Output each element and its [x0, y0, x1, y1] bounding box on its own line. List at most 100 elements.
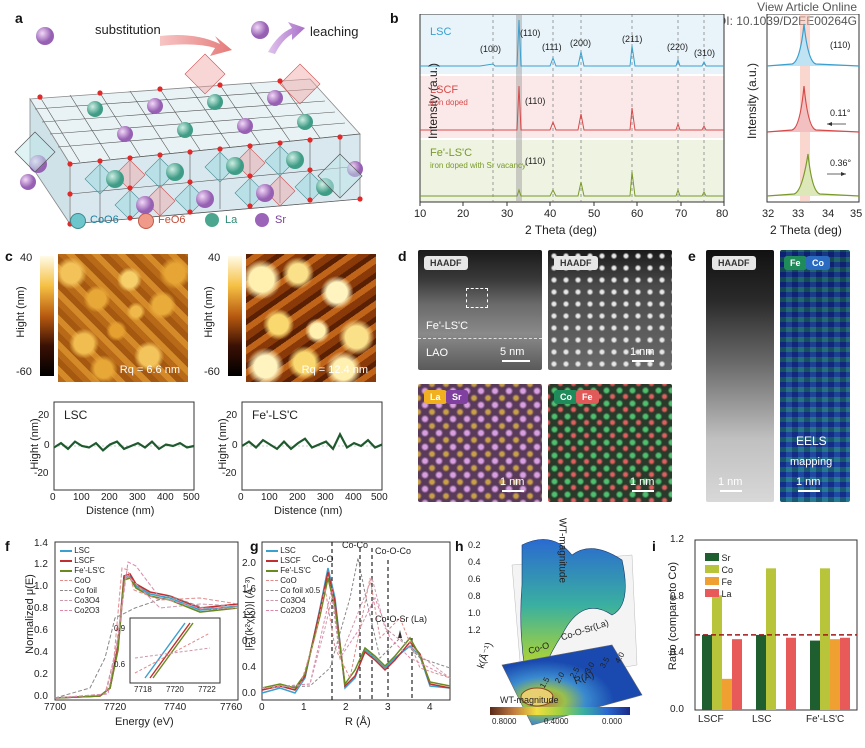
xtick: 7720 [104, 702, 127, 713]
legend-entry: CoO [74, 576, 91, 585]
iron-octahedron-icon [138, 213, 154, 229]
xtick: 3 [385, 702, 391, 713]
panel-f-label: f [5, 538, 10, 554]
sample-lsc: LSC [430, 26, 452, 38]
ztick: 1.2 [468, 625, 481, 635]
legend-entry: Co foil [74, 586, 97, 595]
zoom-peak-110: (110) [830, 40, 851, 50]
profile-plot-felsc: Fe'-LS'C Hight (nm) 20 0 -20 0 100 200 3… [202, 398, 388, 518]
bar-sr-2 [810, 640, 820, 710]
wt-colorbar [490, 707, 630, 715]
la-badge: La [424, 390, 447, 404]
panel-e-label: e [688, 248, 696, 264]
ytick: -20 [34, 468, 49, 479]
xtick: 500 [183, 492, 200, 503]
peak-200: (200) [570, 38, 592, 48]
panel-a-label: a [15, 10, 23, 26]
legend-entry: CoO [280, 576, 297, 585]
legend-entry: Fe'-LS'C [280, 566, 311, 575]
ytick: 0.0 [34, 691, 48, 702]
xrd-zoom-plot: Intensity (a.u.) (110) 0.11° 0.36° 32 33… [742, 13, 862, 239]
eels-haadf-image: HAADF 1 nm [706, 250, 774, 502]
bar-co-1 [766, 568, 776, 710]
legend-entry: LSC [280, 546, 296, 555]
legend-entry: Co foil x0.5 [280, 586, 321, 595]
peak-110-felsc: (110) [525, 156, 546, 166]
inset-ytick: 0.6 [114, 660, 126, 669]
cb2-label: Hight (nm) [203, 286, 215, 338]
ytick: 0.8 [242, 636, 256, 647]
xtick: 200 [101, 492, 118, 503]
ytick: 1.4 [34, 538, 48, 549]
legend-entry: LSC [74, 546, 90, 555]
ytick: 0.4 [670, 647, 684, 658]
ratio-legend: Sr Co Fe La [705, 552, 733, 600]
eels-fe-co-map: Fe Co EELS mapping 1 nm [780, 250, 850, 502]
view-article-link[interactable]: View Article Online [757, 0, 857, 14]
xrd-xtick: 40 [544, 208, 557, 220]
bar-la-0 [732, 639, 742, 710]
ytick: 0 [232, 440, 238, 451]
co-badge: Co [554, 390, 578, 404]
legend-entry: Fe'-LS'C [74, 566, 105, 575]
xrd-zoom-ylabel: Intensity (a.u.) [745, 62, 759, 140]
xrd-xlabel: 2 Theta (deg) [525, 223, 597, 237]
profile-line-lsc [53, 440, 195, 452]
ztick: 1.0 [468, 608, 481, 618]
afm-colorbar-2 [228, 256, 242, 376]
ytick: 20 [226, 410, 238, 421]
xrd-xtick: 10 [414, 208, 427, 220]
profile-line-felsc [241, 431, 383, 451]
panel-d-label: d [398, 248, 407, 264]
panel-i-label: i [652, 538, 656, 554]
inset-xtick: 7720 [166, 685, 184, 694]
panel-a-legend: CoO6 FeO6 La Sr [70, 212, 370, 230]
panel-a-structure: substitution leaching [10, 14, 375, 239]
legend-entry: Fe [721, 577, 733, 587]
xtick: 200 [289, 492, 306, 503]
ytick: 1.0 [34, 581, 48, 592]
category-label: LSC [752, 714, 772, 725]
legend-entry: Sr [721, 553, 731, 563]
annot-co-o: Co-O [312, 554, 334, 564]
xtick: 100 [73, 492, 90, 503]
xtick: 400 [157, 492, 174, 503]
shift-lscf: 0.11° [830, 108, 851, 118]
sr-badge: Sr [446, 390, 468, 404]
afm-image-felsc: Rq = 12.4 nm [246, 254, 376, 382]
strontium-sphere-icon [255, 213, 269, 227]
article-header: View Article Online DOI: 10.1039/D2EE002… [708, 0, 857, 28]
ytick: 20 [38, 410, 50, 421]
rq-lsc: Rq = 6.6 nm [119, 364, 180, 376]
inset-xtick: 7718 [134, 685, 152, 694]
sample-felsc-desc: iron doped with Sr vacancy [430, 161, 527, 170]
leaching-text: leaching [310, 24, 359, 39]
ytick: 0 [44, 440, 50, 451]
xtick: 1 [301, 702, 307, 713]
ytick: 0.4 [242, 662, 256, 673]
wavelet-3d-plot: WT-magnitude 0.2 0.4 0.6 0.8 1.0 1.2 k(Å… [462, 518, 647, 743]
wt-cb-title: WT-magnitude [500, 695, 559, 705]
ytick: 1.2 [242, 610, 256, 621]
ytick: 0.4 [34, 647, 48, 658]
afm-image-lsc: Rq = 6.6 nm [58, 254, 188, 382]
afm-colorbar-1 [40, 256, 54, 376]
ytick: 1.2 [670, 534, 684, 545]
legend-entry: Co [721, 565, 734, 575]
panel-c-label: c [5, 248, 13, 264]
xtick: 7740 [164, 702, 187, 713]
panel-h-label: h [455, 538, 464, 554]
ztick: 0.6 [468, 574, 481, 584]
ytick: 0.2 [34, 669, 48, 680]
sample-felsc: Fe'-LS'C [430, 147, 473, 159]
sample-lscf-desc: iron doped [430, 98, 468, 107]
legend-feo6: FeO6 [158, 214, 186, 226]
cb2-bot: -60 [204, 366, 220, 378]
xtick: 7700 [44, 702, 67, 713]
peak-100: (100) [480, 44, 502, 54]
co-fe-map-image: Co Fe 1 nm [548, 384, 672, 502]
film-label: Fe'-LS'C [426, 320, 469, 332]
bar-la-2 [840, 637, 850, 710]
xrd-xtick: 20 [457, 208, 470, 220]
xanes-plot: Normalized μ(E) 1.4 1.2 1.0 0.8 0.6 0.4 … [10, 538, 245, 743]
